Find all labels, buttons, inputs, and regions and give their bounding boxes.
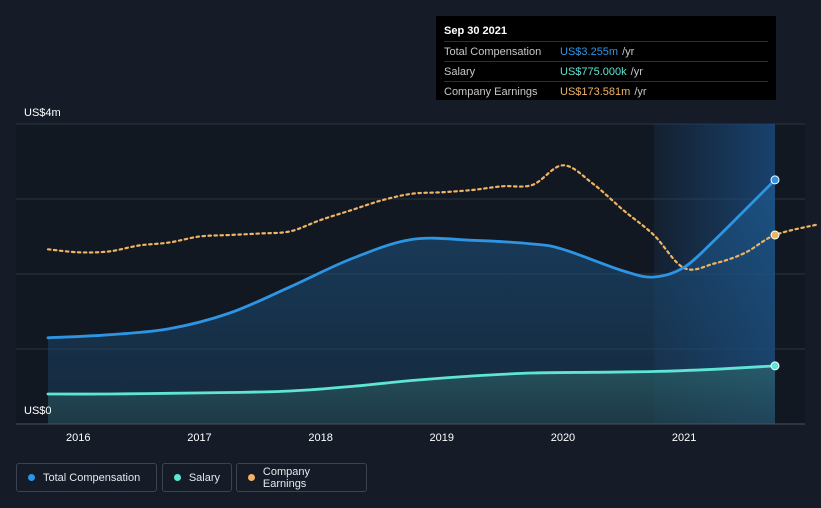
tooltip-date: Sep 30 2021: [444, 25, 507, 37]
legend-label: Total Compensation: [43, 471, 141, 484]
tooltip-row-earnings: Company Earnings US$173.581m /yr: [444, 81, 768, 101]
x-tick-label: 2021: [672, 432, 696, 444]
company-earnings-marker: [770, 230, 780, 240]
x-tick-label: 2016: [66, 432, 90, 444]
tooltip-label: Salary: [444, 65, 476, 78]
legend-label: Salary: [188, 471, 220, 484]
total-compensation-line: [46, 178, 777, 340]
tooltip-row-salary: Salary US$775.000k /yr: [444, 61, 768, 81]
total-compensation-area: [48, 179, 775, 424]
x-tick-label: 2017: [187, 432, 211, 444]
tooltip-label: Total Compensation: [444, 45, 542, 58]
x-axis-ticks: 2016 2017 2018 2019 2020 2021: [66, 432, 696, 444]
legend-label: Company Earnings: [262, 465, 310, 490]
legend-dot-icon: [174, 474, 181, 481]
x-tick-label: 2019: [430, 432, 454, 444]
salary-area: [48, 365, 775, 424]
y-axis-min-label: US$0: [24, 405, 52, 417]
tooltip-unit: /yr: [630, 65, 643, 78]
y-axis-max-label: US$4m: [24, 107, 61, 119]
tooltip-unit: /yr: [622, 45, 635, 58]
tooltip-value: US$173.581m: [560, 85, 631, 98]
salary-line: [46, 364, 777, 396]
legend-company-earnings[interactable]: Company Earnings: [236, 463, 367, 492]
legend-total-compensation[interactable]: Total Compensation: [16, 463, 157, 492]
x-tick-label: 2018: [308, 432, 332, 444]
tooltip-row-total: Total Compensation US$3.255m /yr: [444, 41, 768, 61]
tooltip-label: Company Earnings: [444, 85, 538, 98]
legend-dot-icon: [248, 474, 255, 481]
legend-dot-icon: [28, 474, 35, 481]
tooltip-value: US$775.000k: [560, 65, 627, 78]
tooltip-unit: /yr: [634, 85, 647, 98]
salary-marker: [770, 361, 780, 371]
x-tick-label: 2020: [551, 432, 575, 444]
series-end-markers: [770, 175, 780, 371]
tooltip: Sep 30 2021 Total Compensation US$3.255m…: [436, 16, 776, 100]
legend-salary[interactable]: Salary: [162, 463, 232, 492]
company-earnings-line: [46, 164, 819, 271]
total-compensation-marker: [770, 175, 780, 185]
tooltip-value: US$3.255m: [560, 45, 619, 58]
